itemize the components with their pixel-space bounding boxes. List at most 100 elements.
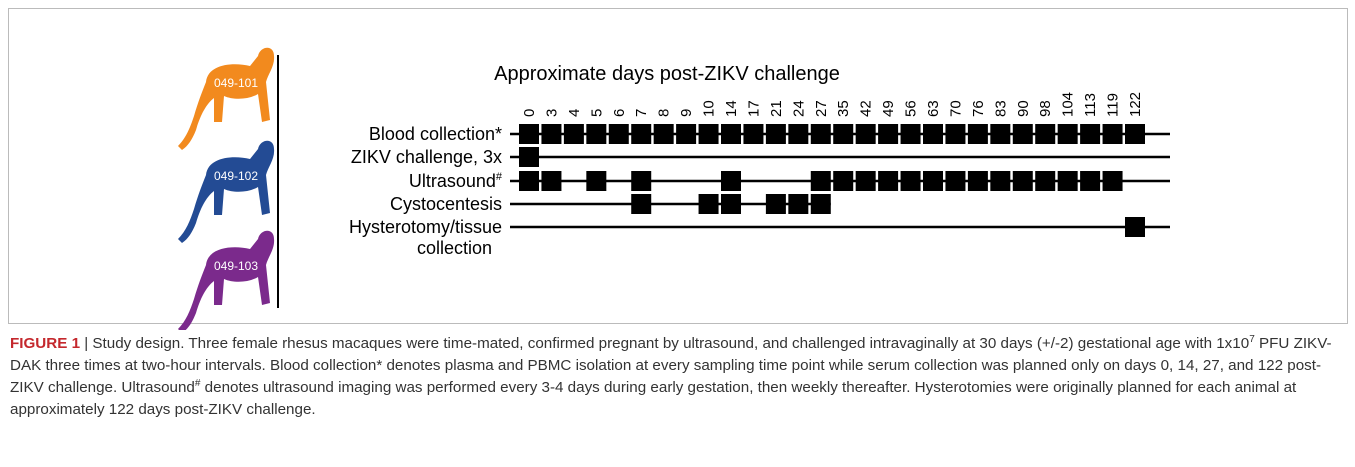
day-label: 63 xyxy=(925,100,942,117)
event-mark xyxy=(878,171,899,191)
event-mark xyxy=(1057,171,1078,191)
event-mark xyxy=(945,124,966,144)
event-mark xyxy=(519,147,539,167)
monkey-body xyxy=(178,140,275,243)
row-label: collection xyxy=(417,238,492,258)
event-mark xyxy=(1012,171,1033,191)
event-mark xyxy=(653,124,674,144)
event-mark xyxy=(698,124,719,144)
row-label-text: Cystocentesis xyxy=(390,194,502,214)
event-mark xyxy=(788,124,809,144)
monkey: 049-102 xyxy=(178,140,275,243)
event-mark xyxy=(990,124,1011,144)
day-label: 3 xyxy=(543,109,560,117)
day-label: 76 xyxy=(970,100,987,117)
event-mark xyxy=(1035,124,1056,144)
day-label: 8 xyxy=(656,109,673,117)
event-mark xyxy=(765,124,786,144)
day-label: 70 xyxy=(947,100,964,117)
event-mark xyxy=(923,171,943,191)
day-label: 10 xyxy=(701,100,718,117)
event-mark xyxy=(743,124,764,144)
row-label-sup: # xyxy=(496,171,503,183)
caption-text: denotes ultrasound imaging was performed… xyxy=(10,379,1297,418)
day-label: 4 xyxy=(566,109,583,117)
caption-sup: 7 xyxy=(1249,333,1255,345)
event-mark xyxy=(765,194,786,214)
event-mark xyxy=(855,171,876,191)
event-mark xyxy=(519,171,539,191)
day-label: 21 xyxy=(768,100,785,117)
event-mark xyxy=(1057,124,1078,144)
event-mark xyxy=(833,171,854,191)
event-mark xyxy=(563,124,584,144)
day-label: 9 xyxy=(678,109,695,117)
axis-title: Approximate days post-ZIKV challenge xyxy=(494,63,840,85)
monkey: 049-103 xyxy=(178,230,275,330)
row-label-text: Blood collection* xyxy=(369,124,502,144)
event-mark xyxy=(923,124,943,144)
event-mark xyxy=(1035,171,1056,191)
figure-frame xyxy=(8,8,1348,324)
caption-label: FIGURE 1 xyxy=(10,335,81,352)
day-label: 35 xyxy=(835,100,852,117)
day-label: 83 xyxy=(992,100,1009,117)
event-mark xyxy=(810,194,831,214)
figure: Approximate days post-ZIKV challenge 049… xyxy=(178,47,1170,330)
event-mark xyxy=(1102,124,1123,144)
event-mark xyxy=(810,171,831,191)
event-mark xyxy=(1012,124,1033,144)
day-label: 5 xyxy=(588,109,605,117)
event-mark xyxy=(967,171,988,191)
event-mark xyxy=(855,124,876,144)
monkey: 049-101 xyxy=(178,47,275,150)
monkey-label: 049-103 xyxy=(214,259,258,273)
row-label-text: Ultrasound xyxy=(409,171,496,191)
day-label: 104 xyxy=(1060,92,1077,117)
event-mark xyxy=(833,124,854,144)
row-label: ZIKV challenge, 3x xyxy=(351,147,502,167)
day-label: 90 xyxy=(1015,100,1032,117)
day-label: 24 xyxy=(790,100,807,117)
event-mark xyxy=(878,124,899,144)
row-label: Blood collection* xyxy=(369,124,502,144)
event-mark xyxy=(631,171,652,191)
caption-sup: # xyxy=(194,377,201,389)
event-mark xyxy=(1080,171,1101,191)
event-mark xyxy=(721,171,741,191)
day-label: 122 xyxy=(1127,92,1144,117)
day-label: 0 xyxy=(521,109,538,117)
event-mark xyxy=(788,194,809,214)
row-label-text: ZIKV challenge, 3x xyxy=(351,147,502,167)
row-label: Ultrasound# xyxy=(409,171,503,191)
day-label: 49 xyxy=(880,100,897,117)
day-label: 7 xyxy=(633,109,650,117)
event-mark xyxy=(676,124,697,144)
event-mark xyxy=(1125,217,1145,237)
event-mark xyxy=(631,124,652,144)
row-label: Hysterotomy/tissue xyxy=(349,217,502,237)
event-mark xyxy=(541,171,562,191)
day-label: 27 xyxy=(813,100,830,117)
row-label: Cystocentesis xyxy=(390,194,502,214)
day-label: 98 xyxy=(1037,100,1054,117)
monkey-label: 049-102 xyxy=(214,169,258,183)
event-mark xyxy=(541,124,562,144)
day-label: 113 xyxy=(1082,93,1099,117)
day-label: 6 xyxy=(611,109,628,117)
event-mark xyxy=(586,171,607,191)
day-label: 17 xyxy=(745,100,762,117)
event-mark xyxy=(721,124,741,144)
event-mark xyxy=(586,124,607,144)
caption-text: PFU ZIKV-DAK three times at two-hour int… xyxy=(10,335,1332,396)
event-mark xyxy=(608,124,629,144)
event-mark xyxy=(1080,124,1101,144)
event-mark xyxy=(721,194,741,214)
event-mark xyxy=(631,194,652,214)
caption: FIGURE 1 | Study design. Three female rh… xyxy=(10,333,1340,421)
day-label: 14 xyxy=(723,100,740,117)
row-label-text: Hysterotomy/tissue xyxy=(349,217,502,237)
caption-text: | Study design. Three female rhesus maca… xyxy=(80,335,1250,352)
monkey-label: 049-101 xyxy=(214,76,258,90)
